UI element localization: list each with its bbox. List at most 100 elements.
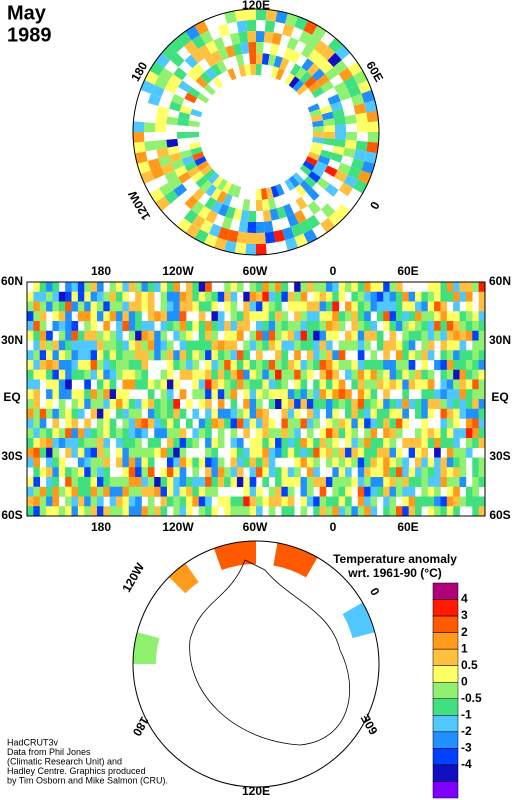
cell <box>90 350 98 361</box>
cell <box>135 311 142 322</box>
cell <box>192 187 206 201</box>
cell <box>262 418 270 429</box>
cell <box>434 301 441 312</box>
cell <box>459 496 467 507</box>
cell <box>147 330 155 341</box>
cell <box>311 86 325 98</box>
cell <box>287 496 295 507</box>
cell <box>267 54 277 67</box>
cell <box>472 340 479 351</box>
cell <box>141 467 149 478</box>
cell <box>230 291 238 302</box>
cell <box>147 477 155 488</box>
cell <box>224 477 231 488</box>
cell <box>33 477 41 488</box>
cell <box>147 399 155 410</box>
cell <box>236 20 248 33</box>
cell <box>370 467 378 478</box>
cell <box>184 54 199 69</box>
cell <box>370 282 378 293</box>
cell <box>370 360 378 371</box>
cell <box>103 291 110 302</box>
cell <box>351 311 359 322</box>
cell <box>478 438 486 449</box>
cell <box>90 291 98 302</box>
cell <box>383 321 390 332</box>
cell <box>440 369 448 380</box>
cell <box>319 428 327 439</box>
cell <box>264 231 276 244</box>
cell <box>173 467 180 478</box>
cell <box>84 321 91 332</box>
cell <box>65 438 72 449</box>
cell <box>402 457 409 468</box>
cell <box>276 206 287 219</box>
cell <box>159 182 174 197</box>
cell <box>446 311 454 322</box>
cell <box>306 360 314 371</box>
cell <box>84 486 91 497</box>
cell <box>103 428 110 439</box>
cell <box>46 447 53 458</box>
cell <box>364 330 371 341</box>
cell <box>294 360 301 371</box>
cell <box>166 418 174 429</box>
cell <box>357 291 365 302</box>
cell <box>71 428 79 439</box>
north-polar-frame <box>132 8 380 256</box>
cell <box>376 369 384 380</box>
cell <box>427 428 435 439</box>
cell <box>135 282 142 293</box>
cell <box>289 50 301 64</box>
cell <box>319 369 327 380</box>
cell <box>230 447 238 458</box>
cell <box>128 447 136 458</box>
cell <box>166 457 174 468</box>
cell <box>337 162 351 175</box>
cell <box>421 428 429 439</box>
cell <box>186 282 193 293</box>
cell <box>427 301 435 312</box>
cell <box>308 81 321 93</box>
cell <box>288 175 300 188</box>
cell <box>306 369 314 380</box>
cell <box>294 447 301 458</box>
cell <box>71 301 79 312</box>
cell <box>290 63 302 77</box>
cell <box>243 379 250 390</box>
cell <box>421 438 429 449</box>
cell <box>217 389 225 400</box>
cell <box>453 496 460 507</box>
cell <box>395 428 403 439</box>
cell <box>357 369 365 380</box>
cell <box>230 408 238 419</box>
cell <box>383 438 390 449</box>
cell <box>58 379 66 390</box>
cell <box>211 389 219 400</box>
cell <box>256 506 263 517</box>
cell <box>84 340 91 351</box>
cell <box>383 350 390 361</box>
cell <box>262 447 270 458</box>
cell <box>427 438 435 449</box>
cell <box>128 282 136 293</box>
cell <box>313 282 320 293</box>
axis-label: 60W <box>243 520 268 534</box>
cell <box>128 467 136 478</box>
cell <box>434 311 441 322</box>
cell <box>128 301 136 312</box>
cell <box>325 399 333 410</box>
cell <box>472 467 479 478</box>
cell <box>96 399 104 410</box>
cell <box>453 321 460 332</box>
cell <box>357 496 365 507</box>
cell <box>236 447 244 458</box>
cell <box>243 369 250 380</box>
cell <box>71 477 79 488</box>
cell <box>281 438 289 449</box>
cell <box>353 70 368 85</box>
cell <box>33 506 41 517</box>
cell <box>333 60 348 75</box>
cell <box>192 350 200 361</box>
cell <box>52 438 60 449</box>
